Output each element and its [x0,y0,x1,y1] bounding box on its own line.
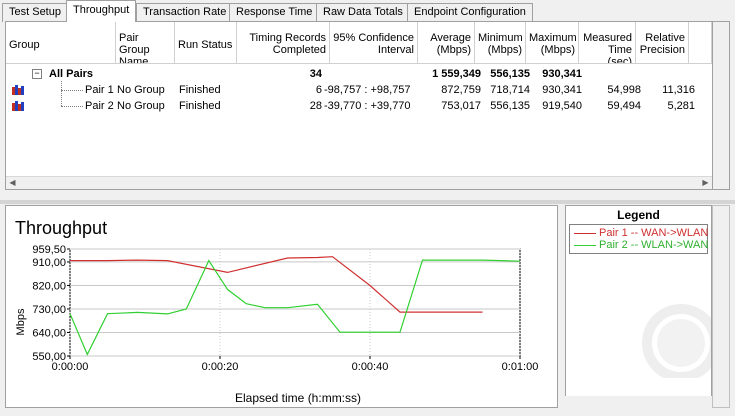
series-line-pair-1 [70,256,483,313]
column-header-minimum[interactable]: Minimum (Mbps) [475,22,526,64]
table-vertical-scrollbar[interactable] [713,21,730,190]
x-tick-label: 0:00:20 [202,361,239,373]
timing-records-value: 6 [315,84,322,96]
table-header: Group Pair Group Name Run Status Timing … [6,22,712,64]
throughput-chart: Throughput Mbps Elapsed time (h:mm:ss) 5… [5,205,558,408]
pane-splitter[interactable] [0,200,735,204]
legend-box: Pair 1 -- WAN->WLAN Pair 2 -- WLAN->WAN [569,224,708,254]
table-row[interactable]: Pair 2 No Group Finished 28 -39,770 : +3… [6,98,706,114]
tab-transaction-rate[interactable]: Transaction Rate [136,3,234,22]
maximum-value: 930,341 [542,84,582,96]
pair-icon [12,85,24,95]
column-header-average[interactable]: Average (Mbps) [418,22,475,64]
average-value: 753,017 [441,100,481,112]
column-header-timing-records[interactable]: Timing Records Completed [237,22,330,64]
x-tick-labels: 0:00:00 0:00:20 0:00:40 0:01:00 [52,356,539,373]
y-tick-label: 730,00 [32,304,66,316]
run-status: Finished [179,84,221,96]
pair-group-name: No Group [117,84,165,96]
tree-branch [61,90,83,91]
group-label: All Pairs [49,68,94,80]
column-header-maximum[interactable]: Maximum (Mbps) [526,22,579,64]
measured-time-value: 54,998 [607,84,641,96]
average-value: 1 559,349 [432,68,481,80]
table-row[interactable]: Pair 1 No Group Finished 6 -98,757 : +98… [6,82,706,98]
chart-canvas: Throughput Mbps Elapsed time (h:mm:ss) 5… [15,218,539,405]
timing-records-value: 28 [309,100,322,112]
series-line-pair-2 [69,259,521,356]
column-header-confidence-interval[interactable]: 95% Confidence Interval [330,22,418,64]
y-axis-label: Mbps [15,308,27,335]
tab-raw-data-totals[interactable]: Raw Data Totals [316,3,410,22]
chart-series [69,256,521,356]
run-status: Finished [179,100,221,112]
tab-bar: Test Setup Throughput Transaction Rate R… [0,0,735,22]
tab-response-time[interactable]: Response Time [229,3,320,22]
table-horizontal-scrollbar[interactable]: ◀ ▶ [6,176,712,189]
column-header-group[interactable]: Group [6,22,116,64]
legend-horizontal-scrollbar[interactable] [565,396,712,408]
x-axis-label: Elapsed time (h:mm:ss) [235,391,361,405]
legend-swatch [574,233,596,234]
relative-precision-value: 11,316 [662,84,695,96]
table-row-all-pairs[interactable]: − All Pairs 34 1 559,349 556,135 930,341 [6,66,706,82]
scroll-left-icon[interactable]: ◀ [9,178,16,187]
tree-line [61,81,62,106]
pair-group-name: No Group [117,100,165,112]
legend-panel: Legend Pair 1 -- WAN->WLAN Pair 2 -- WLA… [565,205,712,408]
tab-endpoint-configuration[interactable]: Endpoint Configuration [407,3,533,22]
scroll-right-icon[interactable]: ▶ [702,178,709,187]
confidence-interval-value: -39,770 : +39,770 [324,100,411,112]
average-value: 872,759 [441,84,481,96]
chart-title: Throughput [15,218,107,238]
relative-precision-value: 5,281 [667,100,695,112]
legend-swatch [574,245,596,246]
results-table: Group Pair Group Name Run Status Timing … [5,21,713,190]
column-header-measured-time[interactable]: Measured Time (sec) [579,22,636,64]
column-header-run-status[interactable]: Run Status [175,22,237,64]
timing-records-value: 34 [309,68,322,80]
minimum-value: 556,135 [490,68,530,80]
x-tick-label: 0:01:00 [502,361,539,373]
legend-label: Pair 2 -- WLAN->WAN [599,239,709,251]
confidence-interval-value: -98,757 : +98,757 [324,84,411,96]
y-tick-label: 959,50 [32,244,66,256]
minimum-value: 718,714 [490,84,530,96]
plot-frame [69,248,521,357]
maximum-value: 930,341 [542,68,582,80]
watermark-logo [642,304,711,378]
x-tick-label: 0:00:00 [52,361,89,373]
minimum-value: 556,135 [490,100,530,112]
measured-time-value: 59,494 [607,100,641,112]
legend-label: Pair 1 -- WAN->WLAN [599,227,709,239]
pair-name: Pair 1 [85,84,114,96]
collapse-toggle[interactable]: − [32,69,42,79]
maximum-value: 919,540 [542,100,582,112]
pair-name: Pair 2 [85,100,114,112]
column-header-pair-group-name[interactable]: Pair Group Name [116,22,175,64]
y-tick-label: 640,00 [32,327,66,339]
x-tick-label: 0:00:40 [352,361,389,373]
column-header-relative-precision[interactable]: Relative Precision [636,22,689,64]
chart-grid [69,248,521,357]
pair-icon [12,101,24,111]
y-tick-label: 820,00 [32,280,66,292]
y-tick-label: 910,00 [32,257,66,269]
tab-throughput[interactable]: Throughput [66,0,137,22]
column-header-filler [689,22,712,64]
legend-title: Legend [617,208,660,222]
tab-test-setup[interactable]: Test Setup [2,3,68,22]
y-tick-label: 550,00 [32,351,66,363]
legend-vertical-scrollbar[interactable] [712,205,730,408]
tree-branch [61,106,83,107]
